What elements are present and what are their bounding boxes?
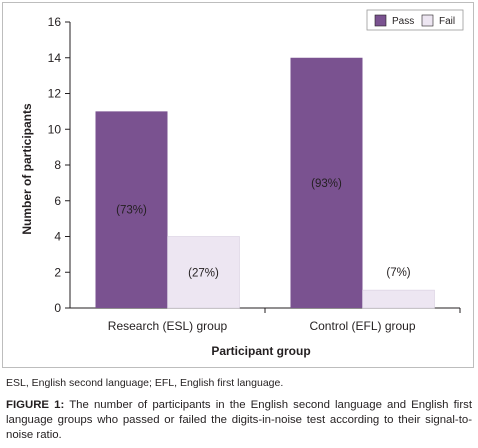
legend-swatch-pass — [374, 14, 387, 27]
bar-fail — [362, 289, 435, 309]
legend-frame — [366, 9, 464, 31]
figure-caption-text: The number of participants in the Englis… — [6, 399, 472, 441]
y-tick-label: 0 — [54, 301, 61, 315]
legend: Pass Fail — [366, 9, 464, 31]
x-tick-label: Research (ESL) group — [108, 319, 228, 333]
y-tick-label: 12 — [48, 87, 62, 101]
chart-frame: 0 2 4 6 8 10 12 14 16 Research (ESL) group (73%) (2… — [2, 2, 474, 368]
y-axis-title: Number of participants — [20, 103, 34, 235]
x-tick-label: Control (EFL) group — [309, 319, 415, 333]
data-label-fail: (27%) — [188, 267, 219, 279]
figure-caption: FIGURE 1: The number of participants in … — [6, 398, 472, 443]
data-label-pass: (73%) — [116, 205, 147, 217]
bar-pass — [290, 57, 363, 308]
y-tick-label: 2 — [54, 265, 61, 279]
y-tick-label: 4 — [54, 230, 61, 244]
bar-chart: 0 2 4 6 8 10 12 14 16 Research (ESL) group (73%) (2… — [20, 9, 464, 358]
bar-fail — [167, 236, 240, 309]
legend-label-pass: Pass — [392, 16, 414, 27]
y-tick-label: 10 — [48, 122, 62, 136]
x-axis-title: Participant group — [211, 344, 310, 358]
legend-swatch-fail — [421, 14, 434, 27]
y-tick-label: 14 — [48, 51, 62, 65]
data-label-pass: (93%) — [311, 178, 342, 190]
data-label-fail: (7%) — [386, 267, 410, 279]
figure-caption-label: FIGURE 1: — [6, 399, 65, 411]
y-tick-label: 6 — [54, 194, 61, 208]
y-tick-label: 16 — [48, 15, 62, 29]
y-tick-label: 8 — [54, 158, 61, 172]
figure-footnote: ESL, English second language; EFL, Engli… — [6, 377, 284, 389]
plot-area: 0 2 4 6 8 10 12 14 16 Research (ESL) group (73%) (2… — [48, 15, 461, 333]
legend-label-fail: Fail — [439, 16, 455, 27]
bar-pass — [95, 111, 168, 308]
